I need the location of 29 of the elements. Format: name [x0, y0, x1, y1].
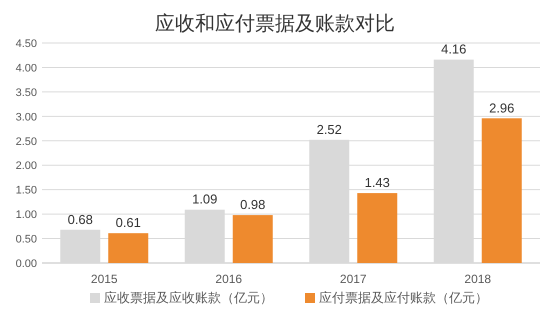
y-tick-label: 0.50 [16, 234, 37, 246]
bar [232, 215, 273, 263]
y-tick-label: 2.50 [16, 136, 37, 148]
data-label: 2.96 [489, 100, 514, 116]
chart-title: 应收和应付票据及账款对比 [155, 13, 395, 35]
x-tick-label: 2017 [340, 272, 367, 286]
data-label: 0.68 [68, 212, 93, 227]
y-tick-label: 4.00 [16, 62, 37, 74]
y-tick-label: 3.50 [16, 86, 37, 99]
x-tick-label: 2015 [90, 272, 118, 286]
legend-label: 应付票据及应付账款（亿元） [319, 290, 488, 305]
y-tick-label: 0.00 [16, 258, 37, 270]
legend-label: 应收票据及应收账款（亿元） [104, 290, 273, 305]
bar [357, 193, 398, 263]
x-tick-label: 2018 [464, 272, 492, 286]
data-label: 1.43 [364, 175, 390, 190]
x-tick-label: 2016 [215, 272, 242, 286]
bar [482, 118, 522, 263]
y-tick-label: 2.00 [16, 160, 37, 172]
y-tick-label: 1.00 [16, 209, 37, 222]
y-tick-label: 4.50 [16, 38, 37, 50]
y-tick-label: 3.00 [16, 111, 37, 124]
y-tick-label: 1.50 [16, 184, 37, 197]
bar [108, 233, 148, 263]
data-label: 0.61 [116, 215, 141, 230]
data-label: 4.16 [441, 42, 466, 57]
data-label: 1.09 [192, 192, 218, 207]
data-label: 0.98 [240, 197, 266, 212]
data-label: 2.52 [316, 122, 342, 137]
